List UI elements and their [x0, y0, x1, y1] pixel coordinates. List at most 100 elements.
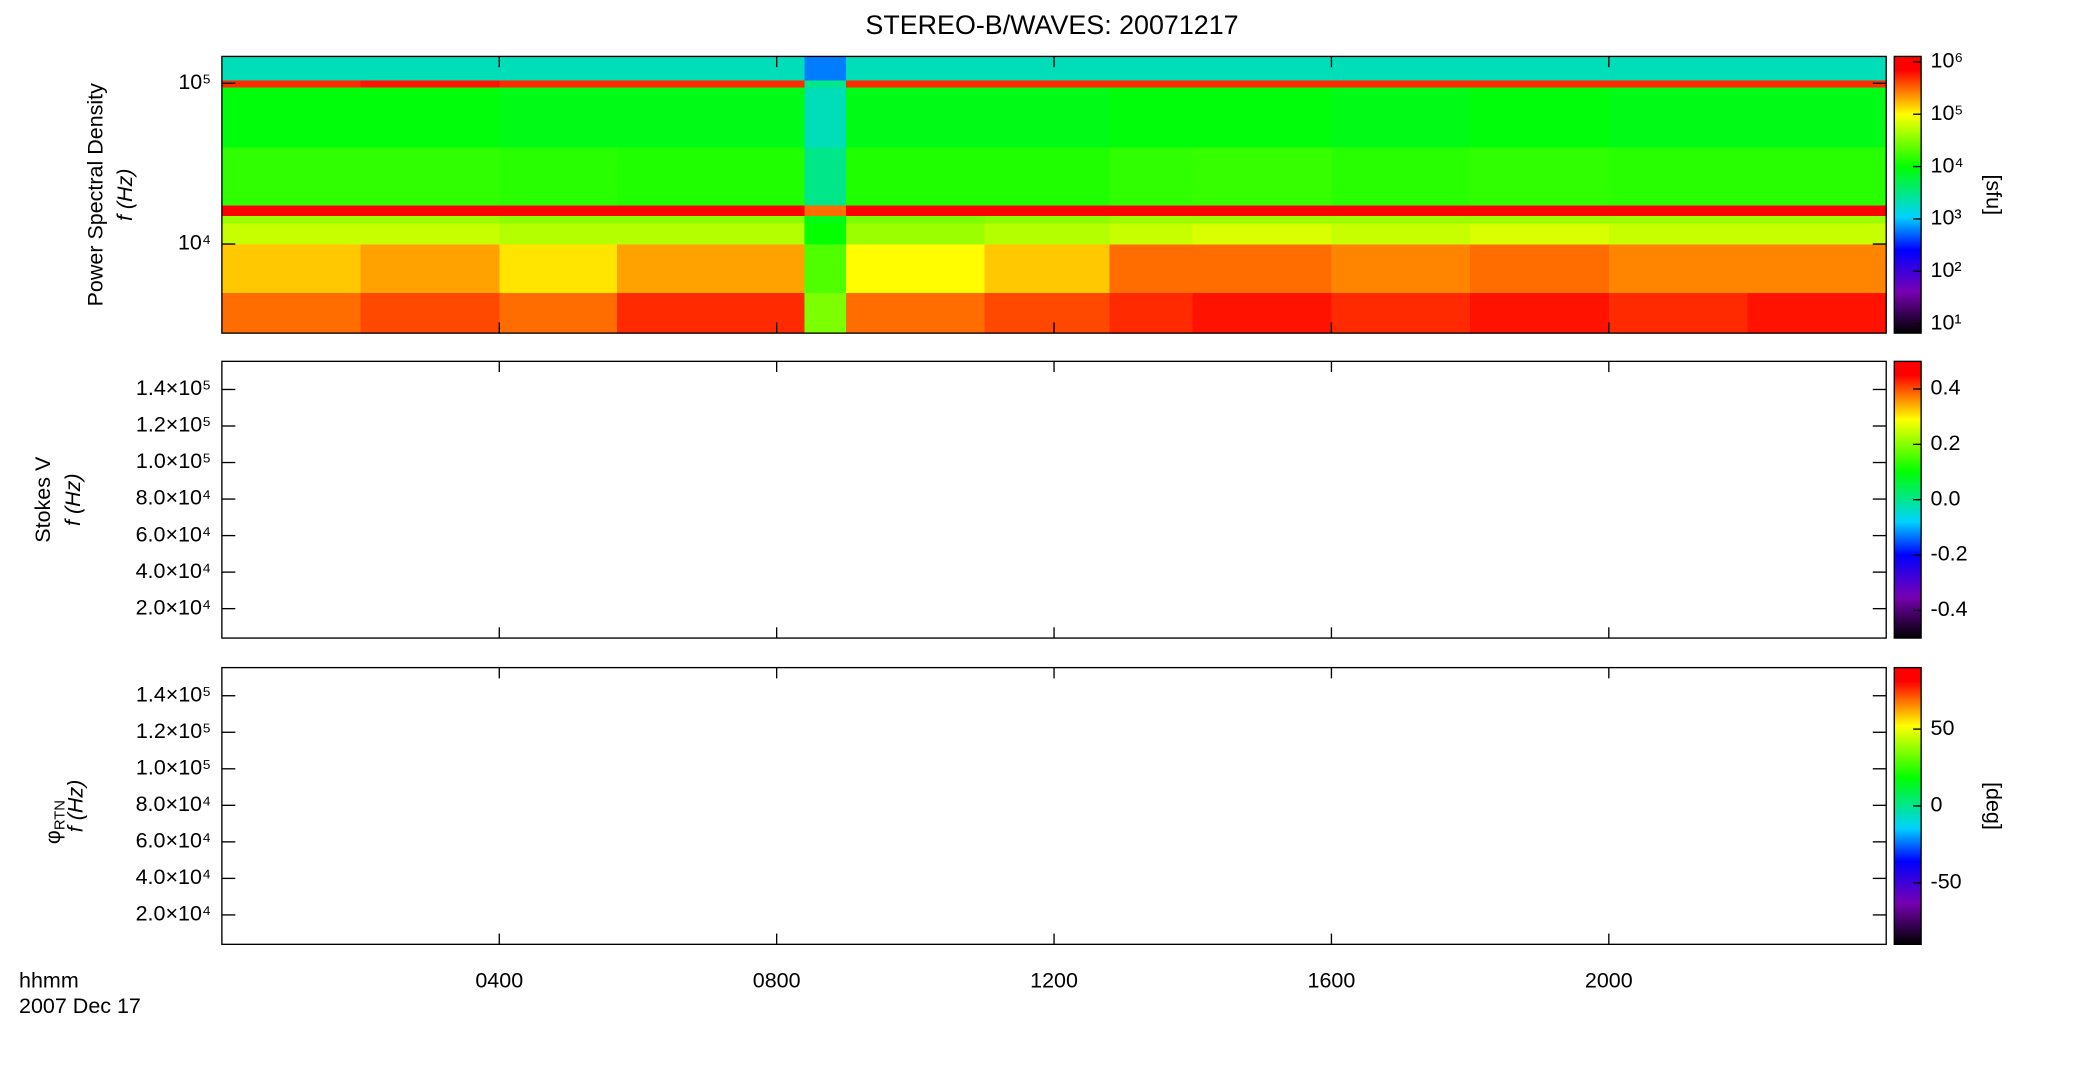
spectrogram-cell: [221, 86, 361, 148]
spectrogram-cell: [1608, 244, 1748, 293]
spectrogram-cell: [984, 56, 1110, 81]
spectrogram-cell: [1608, 86, 1748, 148]
y-tick-label: 10⁵: [178, 70, 211, 94]
spectrogram-cell: [1331, 215, 1471, 224]
spectrogram-cell: [1109, 204, 1194, 217]
colorbar-tick-label: 10⁴: [1931, 153, 1964, 177]
y-axis-title: Stokes V: [31, 456, 55, 543]
spectrogram-cell: [1331, 147, 1471, 206]
spectrogram-cell: [1470, 86, 1610, 148]
spectrogram-cell: [846, 86, 986, 148]
y-tick-label: 1.4×10⁵: [136, 376, 211, 400]
colorbar-tick-label: 10³: [1931, 206, 1962, 230]
spectrogram-cell: [360, 223, 500, 245]
spectrogram-cell: [804, 204, 847, 217]
spectrogram-cell: [221, 79, 361, 88]
spectrogram-cell: [499, 147, 618, 206]
spectrogram-cell: [1192, 244, 1332, 293]
date-label: 2007 Dec 17: [19, 994, 141, 1018]
spectrogram-cell: [1470, 244, 1610, 293]
spectrogram-cell: [1470, 215, 1610, 224]
spectrogram-cell: [499, 204, 618, 217]
spectrogram-cell: [1192, 79, 1332, 88]
spectrogram-cell: [499, 215, 618, 224]
spectrogram-cell: [499, 56, 618, 81]
spectrogram-cell: [1192, 215, 1332, 224]
spectrogram-cell: [221, 56, 361, 81]
spectrogram-cell: [1747, 215, 1887, 224]
spectrogram-cell: [1747, 204, 1887, 217]
y-axis-title: Power Spectral Density: [84, 83, 108, 307]
colorbar-tick-label: 0.4: [1931, 376, 1961, 400]
spectrogram-cell: [360, 204, 500, 217]
spectrogram-cell: [984, 223, 1110, 245]
spectrogram-cell: [1747, 292, 1887, 334]
spectrogram-cell: [1608, 79, 1748, 88]
spectrogram-cell: [846, 204, 986, 217]
spectrogram-cell: [984, 79, 1110, 88]
spectrogram-cell: [804, 56, 847, 81]
spectrogram-cell: [1109, 56, 1194, 81]
spectrogram-cell: [846, 215, 986, 224]
colorbar-tick-label: 0.0: [1931, 486, 1961, 510]
spectrogram-cell: [1608, 56, 1748, 81]
spectrogram-cell: [984, 215, 1110, 224]
spectrogram-cell: [1470, 56, 1610, 81]
spectrogram-cell: [804, 215, 847, 224]
spectrogram-cell: [617, 292, 805, 334]
colorbar-label: [sfu]: [1982, 174, 2006, 215]
spectrogram-cell: [1608, 215, 1748, 224]
spectrogram-cell: [1109, 147, 1194, 206]
spectrogram-cell: [1192, 86, 1332, 148]
x-tick-label: 2000: [1585, 969, 1633, 993]
spectrogram-cell: [1192, 147, 1332, 206]
colorbar-tick-label: -0.2: [1931, 542, 1968, 566]
colorbar: [1893, 55, 1922, 334]
spectrogram-cell: [1747, 244, 1887, 293]
spectrogram-cell: [221, 223, 361, 245]
spectrogram-cell: [1331, 244, 1471, 293]
spectrogram-cell: [360, 147, 500, 206]
spectrogram-cell: [804, 147, 847, 206]
spectrogram-cell: [846, 56, 986, 81]
spectrogram-cell: [984, 244, 1110, 293]
spectrogram-cell: [617, 223, 805, 245]
spectrogram-cell: [1331, 79, 1471, 88]
spectrogram-cell: [221, 147, 361, 206]
y-tick-label: 1.2×10⁵: [136, 413, 211, 437]
spectrogram-cell: [804, 86, 847, 148]
colorbar-tick-label: -50: [1931, 870, 1962, 894]
x-tick-label: 0800: [753, 969, 801, 993]
spectrogram-cell: [617, 244, 805, 293]
spectrogram-cell: [846, 223, 986, 245]
spectrogram-cell: [1331, 86, 1471, 148]
spectrogram-cell: [499, 244, 618, 293]
spectrogram-cell: [360, 56, 500, 81]
spectrogram-cell: [1470, 292, 1610, 334]
spectrogram-cell: [221, 204, 361, 217]
spectrogram-cell: [846, 147, 986, 206]
spectrogram-cell: [1747, 223, 1887, 245]
y-tick-label: 2.0×10⁴: [136, 595, 212, 619]
y-axis-title: φRTN: [41, 800, 69, 844]
colorbar-tick-label: 10¹: [1931, 310, 1962, 334]
spectrogram-cell: [499, 86, 618, 148]
spectrogram-cell: [1747, 86, 1887, 148]
spectrogram-cell: [1109, 223, 1194, 245]
spectrogram-cell: [1192, 223, 1332, 245]
spectrogram-cell: [1608, 147, 1748, 206]
spectrogram-cell: [1608, 204, 1748, 217]
spectrogram-cell: [1109, 79, 1194, 88]
spectrogram-cell: [1470, 147, 1610, 206]
y-tick-label: 1.0×10⁵: [136, 449, 211, 473]
y-tick-label: 6.0×10⁴: [136, 829, 212, 853]
spectrogram-cell: [1109, 86, 1194, 148]
y-tick-label: 1.4×10⁵: [136, 682, 211, 706]
y-tick-label: 4.0×10⁴: [136, 559, 212, 583]
spectrogram-cell: [617, 215, 805, 224]
spectrogram-cell: [1192, 56, 1332, 81]
symbol: φ: [41, 830, 65, 844]
spectrogram-cell: [804, 223, 847, 245]
spectrogram-cell: [1608, 292, 1748, 334]
spectrogram-cell: [1608, 223, 1748, 245]
